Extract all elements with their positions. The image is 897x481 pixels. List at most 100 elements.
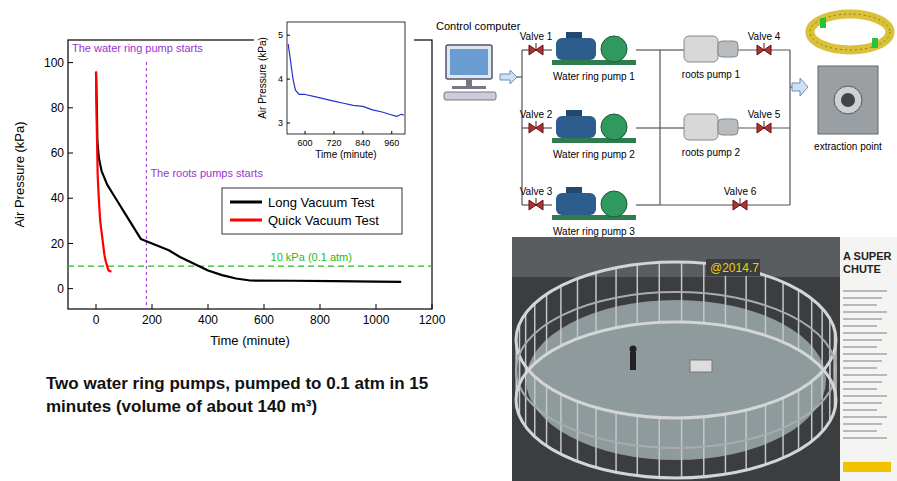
- pump-label: Water ring pump 2: [553, 149, 635, 160]
- series-line: [288, 44, 404, 116]
- arrow: [500, 70, 517, 84]
- pipe: [517, 76, 522, 77]
- x-tick-label: 200: [142, 313, 162, 327]
- magazine-bar: [843, 462, 891, 472]
- x-tick: [432, 304, 433, 309]
- text-line: [843, 304, 877, 306]
- inset-background: [254, 10, 414, 168]
- marks: [288, 44, 404, 116]
- text-line: [843, 318, 882, 320]
- valve-label: Valve 4: [748, 31, 781, 42]
- pump-label: Water ring pump 3: [553, 226, 635, 237]
- valve-label: Valve 2: [520, 109, 553, 120]
- text-line: [843, 325, 877, 327]
- photo-headline: A SUPER CHUTE: [843, 250, 895, 276]
- series-line: [96, 72, 111, 272]
- text-line: [843, 409, 877, 411]
- y-tick-label: 20: [51, 237, 65, 251]
- y-tick: [68, 288, 73, 289]
- x-tick: [376, 304, 377, 309]
- ring-top: [516, 262, 836, 418]
- text-line: [843, 290, 887, 292]
- y-tick-label: 4: [278, 74, 283, 84]
- pump-label: Water ring pump 1: [553, 71, 635, 82]
- valve-stem: [536, 198, 537, 205]
- x-tick: [320, 304, 321, 309]
- annotation-line: [146, 62, 147, 309]
- stand: [466, 79, 472, 86]
- y-tick: [287, 123, 290, 124]
- keyboard: [444, 92, 496, 100]
- x-tick: [362, 131, 363, 134]
- pump-base: [552, 215, 636, 220]
- x-axis-title: Time (minute): [315, 149, 376, 160]
- torus: [810, 14, 890, 50]
- annotation-text: The roots pumps starts: [150, 167, 263, 179]
- pump-base: [552, 138, 636, 143]
- x-tick-label: 960: [384, 138, 399, 148]
- photo-stamp: @2014.7: [710, 261, 759, 275]
- text-line: [843, 437, 887, 439]
- x-tick: [208, 304, 209, 309]
- x-tick: [391, 131, 392, 134]
- x-tick-label: 400: [198, 313, 218, 327]
- valve-label: Valve 6: [724, 186, 757, 197]
- floor: [526, 300, 826, 460]
- pump-motor: [556, 193, 596, 215]
- text-line: [843, 332, 887, 334]
- valve-label: Valve 3: [520, 186, 553, 197]
- extraction-pipe: [834, 86, 862, 114]
- monitor: [446, 45, 492, 79]
- y-tick: [68, 198, 73, 199]
- valve-stem: [536, 43, 537, 50]
- marker: [872, 38, 878, 48]
- text-line: [843, 430, 877, 432]
- text-line: [843, 346, 877, 348]
- page: {"chart_data": [ {"type": "line", "x_lab…: [0, 0, 897, 481]
- y-tick: [68, 243, 73, 244]
- diagram: Control computerValve 1Water ring pump 1…: [436, 14, 890, 237]
- legend-box: [222, 188, 402, 234]
- x-axis-title: Time (minute): [210, 333, 290, 348]
- x-tick: [152, 304, 153, 309]
- x-tick-label: 1000: [363, 313, 390, 327]
- x-tick: [305, 131, 306, 134]
- photo-wall: [512, 237, 840, 277]
- x-tick-label: 600: [298, 138, 313, 148]
- text-line: [843, 339, 882, 341]
- photo-bg: [512, 237, 840, 481]
- control-label: Control computer: [436, 20, 521, 32]
- text-line: [843, 311, 887, 313]
- pump-housing: [601, 36, 627, 62]
- pump-box: [566, 110, 582, 116]
- extraction-hole: [841, 93, 855, 107]
- person: [630, 352, 636, 370]
- ring-mid: [516, 292, 836, 448]
- y-tick: [68, 62, 73, 63]
- target-label: extraction point: [814, 141, 882, 152]
- y-tick-label: 100: [44, 56, 64, 70]
- roots-label: roots pump 1: [682, 69, 741, 80]
- x-tick: [96, 304, 97, 309]
- y-axis-title: Air Pressure (kPa): [12, 121, 27, 227]
- text-line: [843, 367, 877, 369]
- valve-stem: [536, 121, 537, 128]
- cart: [690, 360, 712, 372]
- pipe: [636, 204, 660, 205]
- threshold-line: [68, 265, 432, 266]
- valve-stem: [764, 121, 765, 128]
- chart: 600720840960345Time (minute)Air Pressure…: [254, 10, 414, 168]
- annotation-text: The water ring pump starts: [72, 42, 203, 54]
- x-tick-label: 720: [326, 138, 341, 148]
- valve-label: Valve 5: [748, 109, 781, 120]
- pump-box: [566, 187, 582, 193]
- x-tick-label: 1200: [419, 313, 446, 327]
- pipe: [660, 49, 684, 50]
- text-line: [843, 402, 882, 404]
- extraction-photo: [818, 66, 878, 134]
- threshold-label: 10 kPa (0.1 atm): [271, 251, 352, 263]
- text-line: [843, 416, 887, 418]
- pipe: [660, 204, 790, 205]
- y-tick-label: 0: [57, 282, 64, 296]
- legend-label: Long Vacuum Test: [268, 195, 375, 210]
